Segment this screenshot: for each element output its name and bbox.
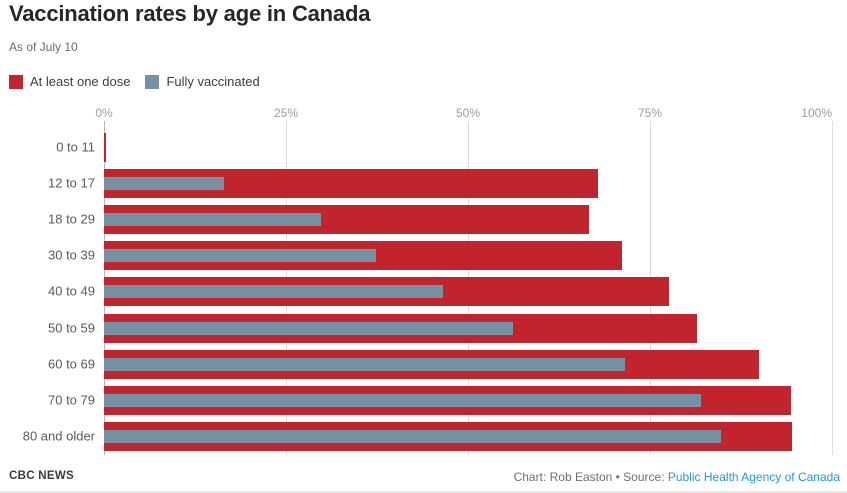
legend-swatch-fully-vaccinated-icon	[145, 74, 160, 89]
plot-area: 0 to 11 12 to 17 18 to 29 30 to 39 40 to 49 5…	[23, 121, 833, 455]
bar-fully-vaccinated[interactable]	[104, 285, 443, 299]
chart-row: 70 to 79	[48, 383, 832, 419]
chart-row: 40 to 49	[48, 274, 832, 310]
x-tick-label: 0%	[95, 106, 113, 120]
category-label: 40 to 49	[48, 283, 95, 299]
legend-item-fully-vaccinated: Fully vaccinated	[145, 74, 260, 89]
bar-one-dose[interactable]	[104, 133, 107, 162]
x-tick-label: 100%	[801, 106, 832, 120]
legend: At least one dose Fully vaccinated	[9, 74, 260, 89]
source-link[interactable]: Public Health Agency of Canada	[667, 470, 840, 484]
bar-fully-vaccinated[interactable]	[104, 429, 722, 443]
bar-fully-vaccinated[interactable]	[104, 177, 225, 191]
category-label: 80 and older	[22, 428, 95, 444]
chart-row: 30 to 39	[48, 238, 832, 274]
bar-fully-vaccinated[interactable]	[104, 357, 625, 371]
chart-row: 80 and older	[23, 419, 832, 455]
bar-fully-vaccinated[interactable]	[104, 321, 514, 335]
legend-label-one-dose: At least one dose	[30, 74, 131, 89]
category-label: 12 to 17	[48, 175, 95, 191]
gridline	[832, 121, 833, 455]
credit-line: Chart: Rob Easton • Source: Public Healt…	[514, 470, 840, 484]
chart-row: 18 to 29	[48, 202, 832, 238]
category-label: 50 to 59	[48, 320, 95, 336]
legend-item-one-dose: At least one dose	[9, 74, 130, 89]
category-label: 0 to 11	[56, 139, 95, 155]
chart-row: 0 to 11	[56, 130, 832, 166]
x-tick-label: 75%	[637, 106, 663, 120]
chart-subtitle: As of July 10	[9, 40, 78, 54]
bar-fully-vaccinated[interactable]	[104, 249, 377, 263]
x-tick-label: 50%	[455, 106, 481, 120]
bar-fully-vaccinated[interactable]	[104, 213, 321, 227]
category-label: 18 to 29	[48, 211, 95, 227]
chart-row: 12 to 17	[48, 166, 832, 202]
chart-row: 60 to 69	[48, 347, 832, 383]
credit-text: Chart: Rob Easton • Source:	[513, 470, 668, 484]
chart-row: 50 to 59	[48, 311, 832, 347]
legend-label-fully-vaccinated: Fully vaccinated	[166, 74, 260, 89]
legend-swatch-one-dose-icon	[9, 74, 23, 89]
category-label: 60 to 69	[48, 356, 95, 372]
category-label: 70 to 79	[48, 392, 95, 408]
x-tick-label: 25%	[273, 106, 299, 120]
brand-label: CBC NEWS	[9, 470, 75, 482]
bar-fully-vaccinated[interactable]	[104, 393, 701, 407]
x-axis: 0% 25% 50% 75% 100%	[95, 106, 832, 122]
chart-title: Vaccination rates by age in Canada	[9, 1, 371, 26]
category-label: 30 to 39	[48, 247, 95, 263]
